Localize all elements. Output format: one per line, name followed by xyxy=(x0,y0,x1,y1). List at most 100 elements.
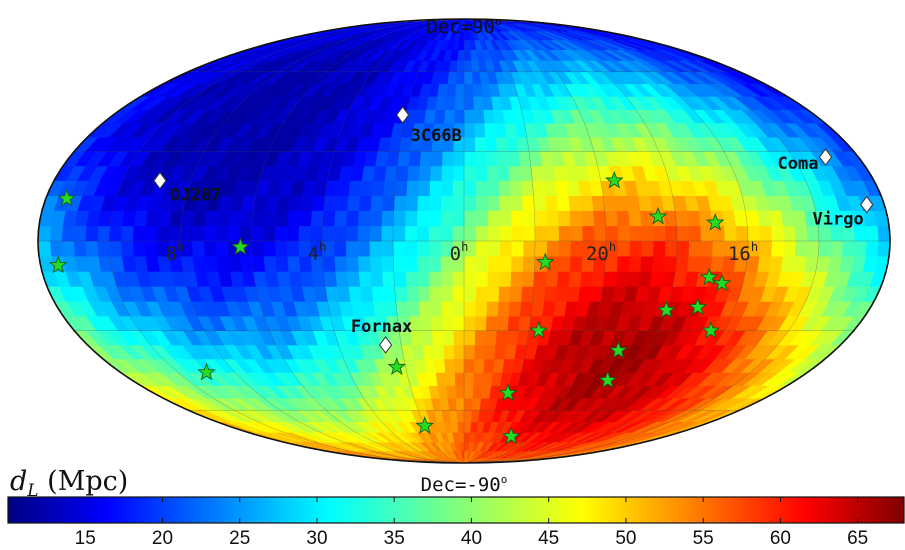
heatmap-cell xyxy=(417,286,431,302)
heatmap-cell xyxy=(756,255,772,272)
heatmap-cell xyxy=(475,240,489,257)
heatmap-cell xyxy=(96,240,111,257)
heatmap-cell xyxy=(770,225,784,242)
heatmap-cell xyxy=(418,165,431,181)
heatmap-cell xyxy=(454,385,465,399)
green-star-marker xyxy=(415,416,435,434)
heatmap-cell xyxy=(533,271,547,287)
heatmap-cell xyxy=(441,315,454,332)
heatmap-cell xyxy=(474,330,486,346)
heatmap-cell xyxy=(592,210,607,227)
heatmap-cell xyxy=(380,225,394,242)
heatmap-cell xyxy=(370,286,385,302)
heatmap-cell xyxy=(794,225,808,242)
heatmap-cell xyxy=(485,301,499,317)
heatmap-cell xyxy=(723,225,737,242)
heatmap-cell xyxy=(541,301,556,317)
heatmap-cell xyxy=(345,210,359,227)
heatmap-cell xyxy=(546,240,560,257)
heatmap-cell xyxy=(299,195,314,211)
heatmap-cell xyxy=(395,165,409,181)
green-star-marker xyxy=(57,188,77,207)
heatmap-cell xyxy=(614,195,629,211)
heatmap-cell xyxy=(108,240,122,257)
heatmap-cell xyxy=(404,225,418,242)
heatmap-cell xyxy=(38,240,52,257)
heatmap-cell xyxy=(357,240,370,257)
heatmap-cell xyxy=(605,225,619,242)
heatmap-cell xyxy=(180,210,195,227)
heatmap-cell xyxy=(250,240,264,257)
heatmap-cell xyxy=(782,240,796,257)
heatmap-cell xyxy=(662,210,677,227)
heatmap-cell xyxy=(463,39,471,51)
heatmap-cell xyxy=(381,195,395,211)
heatmap-cell xyxy=(416,195,430,211)
heatmap-cell xyxy=(382,286,397,302)
heatmap-cell xyxy=(475,210,488,227)
colorbar-tick-label: 25 xyxy=(229,528,250,549)
heatmap-cell xyxy=(721,210,736,227)
heatmap-cell xyxy=(510,210,524,227)
heatmap-cell xyxy=(517,151,532,167)
heatmap-cell xyxy=(370,180,385,196)
heatmap-cell xyxy=(262,240,276,257)
source-label: Fornax xyxy=(351,317,412,337)
heatmap-cell xyxy=(440,271,453,287)
heatmap-cell xyxy=(463,431,471,443)
map-boundary xyxy=(37,18,891,464)
heatmap-cell xyxy=(321,225,335,242)
heatmap-cell xyxy=(498,255,512,272)
heatmap-cell xyxy=(664,240,678,257)
heatmap-cell xyxy=(144,240,158,257)
heatmap-cell xyxy=(429,301,443,317)
heatmap-cell xyxy=(463,372,474,386)
heatmap-cell xyxy=(274,210,289,227)
heatmap-cell xyxy=(440,286,453,302)
heatmap-cell xyxy=(473,122,486,138)
heatmap-cell xyxy=(333,240,347,257)
heatmap-cell xyxy=(554,180,569,196)
heatmap-cell xyxy=(758,240,773,257)
heatmap-cell xyxy=(640,225,654,242)
heatmap-cell xyxy=(463,195,477,211)
star-markers xyxy=(48,170,732,445)
heatmap-cell xyxy=(614,271,629,287)
heatmap-cell xyxy=(395,301,409,317)
heatmap-cell xyxy=(155,225,170,242)
heatmap-cell xyxy=(482,109,495,124)
heatmap-cell xyxy=(452,151,465,167)
heatmap-cell xyxy=(180,255,195,272)
heatmap-cell xyxy=(463,385,474,399)
heatmap-cell xyxy=(383,301,398,317)
heatmap-cell xyxy=(580,210,595,227)
heatmap-cell xyxy=(569,225,583,242)
heatmap-cell xyxy=(544,271,559,287)
heatmap-cell xyxy=(274,255,289,272)
heatmap-cell xyxy=(625,271,641,287)
heatmap-cell xyxy=(487,225,500,242)
heatmap-cell xyxy=(463,165,476,181)
heatmap-cell xyxy=(686,255,701,272)
heatmap-cell xyxy=(616,210,630,227)
heatmap-cell xyxy=(487,255,500,272)
heatmap-cell xyxy=(674,255,689,272)
heatmap-cell xyxy=(639,255,654,272)
heatmap-cell xyxy=(227,255,242,272)
heatmap-cell xyxy=(430,151,443,167)
heatmap-cell xyxy=(440,301,454,317)
heatmap-cell xyxy=(558,225,571,242)
heatmap-cell xyxy=(484,330,497,346)
heatmap-cell xyxy=(381,210,395,227)
source-label: OJ287 xyxy=(170,186,221,206)
green-star-marker xyxy=(48,255,68,274)
heatmap-cell xyxy=(484,136,497,152)
green-star-marker xyxy=(387,357,407,375)
heatmap-cell xyxy=(309,225,323,242)
heatmap-cell xyxy=(557,210,571,227)
heatmap-cell xyxy=(381,271,395,287)
heatmap-cell xyxy=(698,255,713,272)
heatmap-cell xyxy=(416,225,429,242)
heatmap-cell xyxy=(686,210,701,227)
heatmap-cell xyxy=(627,210,642,227)
